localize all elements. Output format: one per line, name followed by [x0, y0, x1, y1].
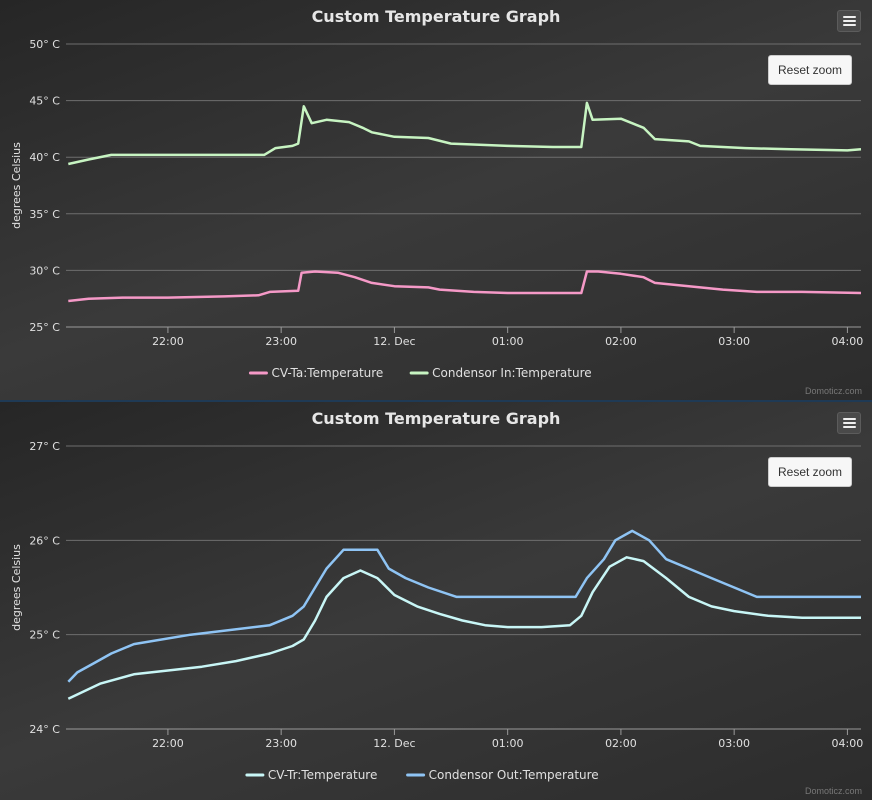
series-line-0 — [68, 270, 862, 303]
chart-title: Custom Temperature Graph — [311, 409, 561, 428]
y-tick-label: 30° C — [29, 264, 60, 277]
reset-zoom-button[interactable]: Reset zoom — [768, 55, 852, 85]
x-tick-label: 04:00 — [832, 335, 864, 348]
legend-item-label[interactable]: Condensor Out:Temperature — [429, 768, 599, 782]
hamburger-icon — [843, 16, 856, 18]
x-tick-label: 22:00 — [152, 335, 184, 348]
x-tick-label: 12. Dec — [373, 335, 415, 348]
series-line-0 — [67, 556, 861, 700]
y-axis-title: degrees Celsius — [10, 544, 23, 631]
legend-item-label[interactable]: CV-Ta:Temperature — [271, 366, 383, 380]
x-tick-label: 12. Dec — [373, 737, 415, 750]
legend-item-label[interactable]: Condensor In:Temperature — [432, 366, 591, 380]
chart-panel-bottom: Custom Temperature Graph 24° C 25° C 26° C… — [0, 402, 872, 800]
x-tick-label: 23:00 — [265, 335, 297, 348]
chart-menu-button[interactable] — [837, 412, 861, 434]
chart-menu-button[interactable] — [837, 10, 861, 32]
x-tick-label: 01:00 — [492, 335, 524, 348]
x-tick-label: 04:00 — [832, 737, 864, 750]
hamburger-icon — [843, 418, 856, 420]
hamburger-icon — [843, 24, 856, 26]
y-tick-label: 27° C — [29, 440, 60, 453]
y-axis-title: degrees Celsius — [10, 142, 23, 229]
hamburger-icon — [843, 20, 856, 22]
x-tick-label: 02:00 — [605, 737, 637, 750]
reset-zoom-button[interactable]: Reset zoom — [768, 457, 852, 487]
y-tick-label: 24° C — [29, 723, 60, 736]
x-tick-label: 22:00 — [152, 737, 184, 750]
y-tick-label: 35° C — [29, 208, 60, 221]
credit-link[interactable]: Domoticz.com — [804, 386, 862, 396]
x-tick-label: 01:00 — [492, 737, 524, 750]
x-tick-label: 23:00 — [265, 737, 297, 750]
legend-item-label[interactable]: CV-Tr:Temperature — [268, 768, 377, 782]
panel-divider — [0, 400, 872, 402]
chart-panel-top: Custom Temperature Graph 25° C 30° C 35° C… — [0, 0, 872, 400]
hamburger-icon — [843, 426, 856, 428]
y-tick-label: 45° C — [29, 95, 60, 108]
y-tick-label: 25° C — [29, 629, 60, 642]
credit-link[interactable]: Domoticz.com — [804, 786, 862, 796]
chart-plot-top: 25° C 30° C 35° C 40° C 45° C 50° C 22:00 23:00… — [10, 38, 864, 380]
x-tick-label: 03:00 — [718, 335, 750, 348]
x-tick-label: 02:00 — [605, 335, 637, 348]
y-tick-label: 26° C — [29, 534, 60, 547]
y-tick-label: 50° C — [29, 38, 60, 51]
series-line-1 — [68, 101, 862, 166]
x-tick-label: 03:00 — [718, 737, 750, 750]
y-tick-label: 25° C — [29, 321, 60, 334]
y-tick-label: 40° C — [29, 151, 60, 164]
series-line-1 — [67, 529, 861, 683]
chart-plot-bottom: 24° C 25° C 26° C 27° C 22:00 23:00 12. Dec 01:… — [10, 440, 864, 782]
hamburger-icon — [843, 422, 856, 424]
chart-title: Custom Temperature Graph — [311, 7, 561, 26]
